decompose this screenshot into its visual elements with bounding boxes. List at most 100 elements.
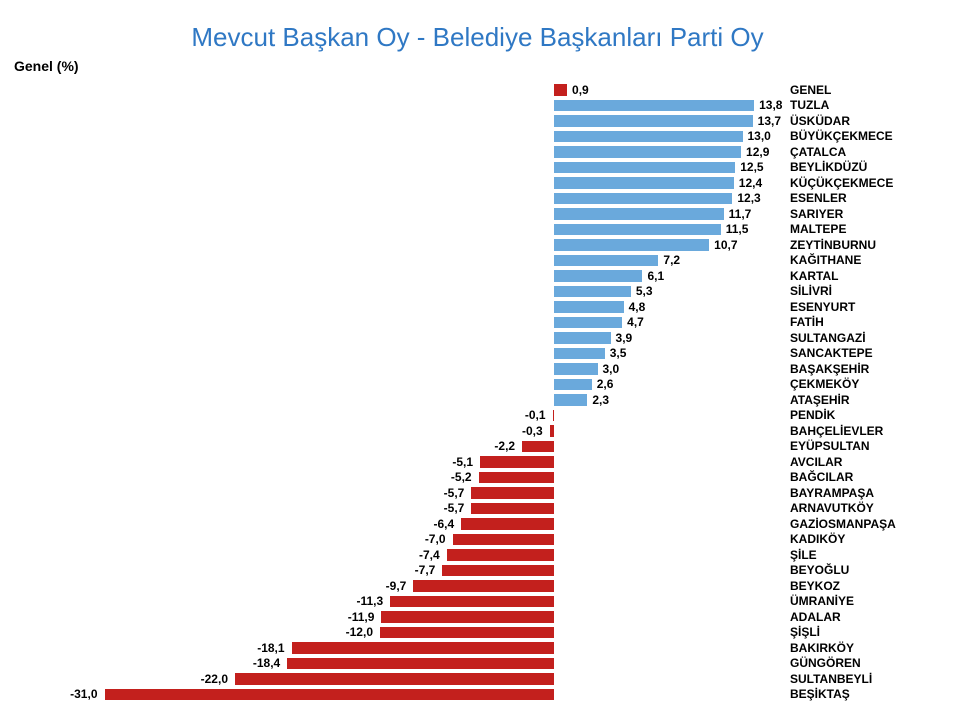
bar-value-label: -0,1 [525, 408, 546, 422]
bar-value-label: 2,6 [597, 377, 614, 391]
bar-value-label: -12,0 [346, 625, 373, 639]
bar-category-label: BEYLİKDÜZÜ [790, 160, 867, 174]
bar-category-label: ARNAVUTKÖY [790, 501, 874, 515]
bar-value-label: -22,0 [201, 672, 228, 686]
bar-category-label: ÜSKÜDAR [790, 114, 850, 128]
bar [553, 192, 733, 206]
bar [553, 254, 659, 268]
bar-category-label: ATAŞEHİR [790, 393, 850, 407]
bar-value-label: -5,1 [452, 455, 473, 469]
bar-row: 11,5MALTEPE [0, 222, 955, 238]
bar-row: -5,1 AVCILAR [0, 454, 955, 470]
bar-category-label: SARIYER [790, 207, 843, 221]
bar [521, 440, 555, 454]
bar [452, 533, 556, 547]
bar-row: -5,7 ARNAVUTKÖY [0, 501, 955, 517]
bar-row: 12,5 BEYLİKDÜZÜ [0, 160, 955, 176]
bar-value-label: -18,1 [257, 641, 284, 655]
bar [412, 579, 555, 593]
bar-category-label: ESENYURT [790, 300, 855, 314]
bar-value-label: -31,0 [70, 687, 97, 701]
bar [553, 130, 744, 144]
bar-category-label: BAĞCILAR [790, 470, 853, 484]
bar [286, 657, 555, 671]
bar [478, 471, 555, 485]
bar-row: -9,7BEYKOZ [0, 578, 955, 594]
bar-row: 12,3ESENLER [0, 191, 955, 207]
bar-value-label: 6,1 [647, 269, 664, 283]
bar-row: -11,9ADALAR [0, 609, 955, 625]
bar-category-label: BAŞAKŞEHİR [790, 362, 869, 376]
bar-category-label: ÇEKMEKÖY [790, 377, 859, 391]
bar-row: -31,0BEŞİKTAŞ [0, 687, 955, 703]
bar-row: -11,3ÜMRANİYE [0, 594, 955, 610]
bar-row: -5,2 BAĞCILAR [0, 470, 955, 486]
bar-value-label: -5,2 [451, 470, 472, 484]
bar-category-label: ŞİLE [790, 548, 817, 562]
bar-value-label: 4,8 [629, 300, 646, 314]
bar [553, 393, 588, 407]
bar-category-label: AVCILAR [790, 455, 842, 469]
bar-row: 2,6 ÇEKMEKÖY [0, 377, 955, 393]
bar-row: 2,3ATAŞEHİR [0, 392, 955, 408]
bar-row: -18,1BAKIRKÖY [0, 640, 955, 656]
bar [470, 486, 555, 500]
bar-value-label: 0,9 [572, 83, 589, 97]
bar-row: -0,3BAHÇELİEVLER [0, 423, 955, 439]
bar-category-label: PENDİK [790, 408, 835, 422]
bar-value-label: -7,7 [415, 563, 436, 577]
bar-row: -22,0SULTANBEYLİ [0, 671, 955, 687]
bar-category-label: KÜÇÜKÇEKMECE [790, 176, 893, 190]
bar-value-label: 13,0 [748, 129, 771, 143]
bar-category-label: FATİH [790, 315, 824, 329]
bar-row: -7,7BEYOĞLU [0, 563, 955, 579]
bar [234, 672, 555, 686]
bar [104, 688, 556, 702]
bar-value-label: 12,3 [737, 191, 760, 205]
bar-category-label: TUZLA [790, 98, 829, 112]
bar-value-label: 3,5 [610, 346, 627, 360]
bar-category-label: ADALAR [790, 610, 841, 624]
bar-row: 3,0 BAŞAKŞEHİR [0, 361, 955, 377]
bar-row: 10,7ZEYTİNBURNU [0, 237, 955, 253]
bar-value-label: 3,0 [603, 362, 620, 376]
bar [291, 641, 555, 655]
y-axis-title: Genel (%) [14, 58, 79, 74]
bar [479, 455, 555, 469]
bar-row: -0,1 PENDİK [0, 408, 955, 424]
bar [552, 409, 555, 423]
bar-category-label: BEYKOZ [790, 579, 840, 593]
bar [553, 114, 754, 128]
bar-value-label: 7,2 [663, 253, 680, 267]
chart-title: Mevcut Başkan Oy - Belediye Başkanları P… [0, 22, 955, 53]
bar-value-label: -7,0 [425, 532, 446, 546]
bar-row: -7,4 ŞİLE [0, 547, 955, 563]
bar-row: -2,2EYÜPSULTAN [0, 439, 955, 455]
bar [553, 285, 632, 299]
bar-row: 6,1KARTAL [0, 268, 955, 284]
bar-category-label: GAZİOSMANPAŞA [790, 517, 896, 531]
bar-value-label: 12,5 [740, 160, 763, 174]
bar-row: 7,2 KAĞITHANE [0, 253, 955, 269]
bar-row: 12,9ÇATALCA [0, 144, 955, 160]
bar [446, 548, 555, 562]
bar-row: 4,8 ESENYURT [0, 299, 955, 315]
bar-chart: 0,9GENEL13,8TUZLA13,7ÜSKÜDAR13,0BÜYÜKÇEK… [0, 82, 955, 702]
bar [470, 502, 555, 516]
bar-category-label: ZEYTİNBURNU [790, 238, 876, 252]
bar-value-label: 11,7 [729, 207, 752, 221]
bar-value-label: -11,3 [356, 594, 383, 608]
bar [553, 238, 710, 252]
bar-category-label: BÜYÜKÇEKMECE [790, 129, 893, 143]
bar-value-label: 12,4 [739, 176, 762, 190]
bar-category-label: ŞİŞLİ [790, 625, 820, 639]
bar-category-label: SİLİVRİ [790, 284, 832, 298]
bar-value-label: -7,4 [419, 548, 440, 562]
bar-value-label: 13,7 [758, 114, 781, 128]
bar-value-label: -18,4 [253, 656, 280, 670]
bar-category-label: GÜNGÖREN [790, 656, 861, 670]
bar-value-label: -5,7 [444, 501, 465, 515]
bar-value-label: -0,3 [522, 424, 543, 438]
bar [553, 269, 643, 283]
bar-category-label: KAĞITHANE [790, 253, 861, 267]
